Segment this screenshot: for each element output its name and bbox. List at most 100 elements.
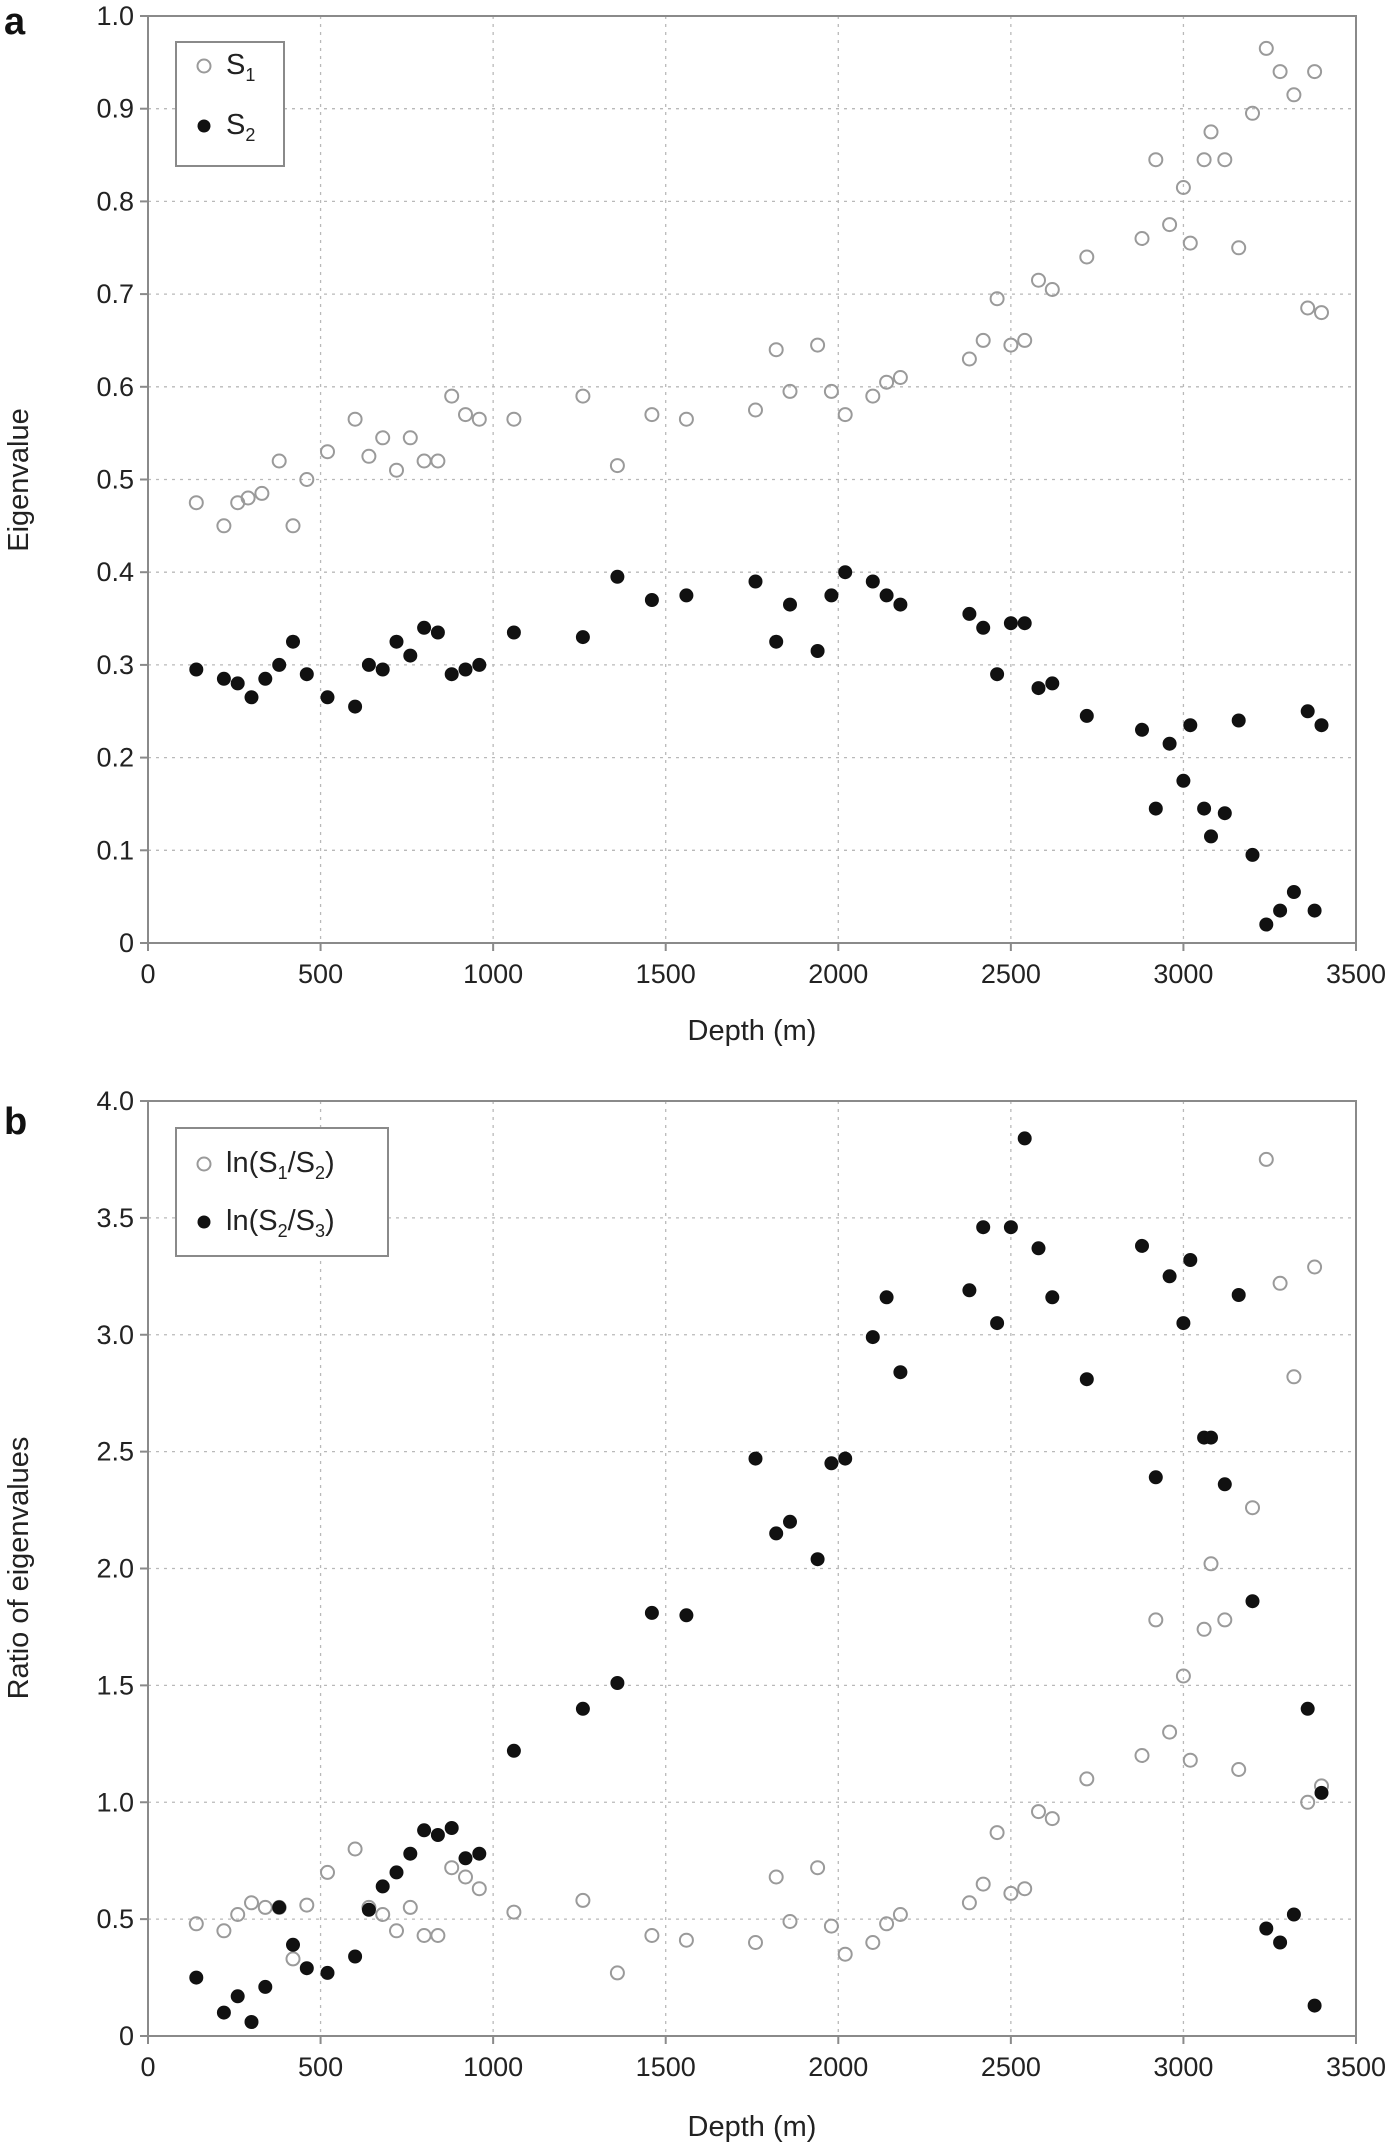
panel-a-series-2-point — [748, 574, 763, 589]
legend-subscript: 1 — [278, 1163, 288, 1183]
panel-a-series-1-point — [347, 411, 363, 427]
panel-b-series-1-point — [748, 1935, 763, 1950]
x-tick-label: 3000 — [1153, 2052, 1213, 2082]
panel-a-series-1-point — [1245, 105, 1260, 121]
panel-a-series-2-point — [1031, 681, 1046, 696]
panel-b-series-1-point — [1245, 1500, 1260, 1516]
x-tick-label: 2000 — [808, 2052, 868, 2082]
y-tick-label: 0.4 — [96, 557, 134, 587]
panel-b-series-2-point — [748, 1451, 763, 1466]
panel-a-series-1-point — [1017, 332, 1033, 348]
panel-a-series-2-point — [472, 657, 487, 672]
panel-a-series-1-point — [1182, 235, 1198, 251]
legend-filled-circle-marker — [197, 1215, 211, 1229]
panel-a-legend: S1 S2 — [175, 41, 285, 167]
panel-a-series-1-point — [1162, 217, 1178, 233]
x-tick-label: 0 — [140, 2052, 155, 2082]
panel-a-series-2-point — [962, 606, 977, 621]
panel-b-series-2-point — [361, 1902, 376, 1917]
panel-a-series-1-point — [1307, 64, 1323, 80]
x-tick-label: 3000 — [1153, 959, 1213, 989]
panel-b-series-2-point — [575, 1701, 590, 1716]
x-tick-label: 3500 — [1326, 959, 1386, 989]
legend-text-part: ln(S — [226, 1205, 278, 1237]
panel-b-series-2-point — [962, 1283, 977, 1298]
panel-b-series-1-point — [1003, 1885, 1019, 1901]
panel-b-legend-entry-1: ln(S1/S2) — [226, 1147, 335, 1183]
panel-a-series-1-point — [823, 383, 839, 399]
panel-b-series-2-point — [810, 1552, 825, 1567]
panel-a-series-1-point — [430, 453, 446, 469]
panel-a-series-1-point — [1203, 124, 1219, 140]
legend-filled-circle-marker — [197, 119, 211, 133]
panel-a-series-1-point — [1003, 337, 1019, 353]
y-tick-label: 0.8 — [96, 186, 134, 216]
panel-b-series-2-point — [1259, 1921, 1274, 1936]
panel-a-series-1-point — [1217, 152, 1233, 168]
panel-a-series-2-point — [458, 662, 473, 677]
y-tick-label: 3.0 — [96, 1320, 134, 1350]
panel-a-series-2-point — [1079, 708, 1094, 723]
panel-b-series-1-point — [644, 1928, 660, 1943]
y-tick-label: 3.5 — [96, 1203, 134, 1233]
legend-subscript: 2 — [278, 1221, 288, 1241]
panel-b-label: b — [4, 1101, 27, 1143]
panel-b-series-1-point — [678, 1932, 694, 1948]
panel-b-series-1-point — [975, 1876, 991, 1892]
panel-b-series-2-point — [610, 1676, 625, 1690]
legend-text-part: ) — [325, 1147, 335, 1179]
panel-b-series-1-point — [961, 1895, 977, 1911]
panel-a-grid — [148, 16, 1356, 943]
legend-entry-1-main: S — [226, 49, 245, 81]
panel-b-series-1-point — [347, 1841, 363, 1857]
x-tick-label: 2500 — [981, 959, 1041, 989]
panel-b-series-2-point — [1231, 1288, 1246, 1302]
panel-b-series-2-point — [286, 1937, 300, 1952]
panel-a-series-1-point — [361, 448, 377, 464]
panel-b-series-2-point — [893, 1365, 908, 1380]
y-tick-label: 2.0 — [96, 1554, 134, 1584]
panel-a-series-1-point — [1286, 87, 1302, 103]
legend-text-part: ) — [325, 1205, 335, 1237]
panel-b-series-1-point — [416, 1928, 432, 1943]
panel-a-series-1-point — [458, 407, 473, 423]
panel-b-series-2-point — [472, 1846, 487, 1861]
panel-b-legend: ln(S1/S2) ln(S2/S3) — [175, 1127, 389, 1257]
panel-a-legend-box — [175, 41, 285, 167]
panel-a-ticks: 0 500 1000 1500 2000 2500 3000 3500 0 0.1 0.2 0.3 0.… — [96, 1, 1386, 989]
panel-b-series-2-point — [1135, 1238, 1149, 1253]
panel-a-series-2-point — [1162, 736, 1177, 751]
panel-b-series-2-point — [1183, 1253, 1198, 1267]
panel-a-series-1-point — [768, 342, 784, 358]
panel-b-series-1-point — [837, 1946, 853, 1962]
panel-a-series-1-point — [1314, 305, 1329, 321]
panel-a-data-points — [188, 40, 1329, 932]
panel-a-series-1-point — [961, 351, 977, 367]
panel-b-series-2-point — [417, 1823, 432, 1838]
panel-a-series-2-point — [824, 588, 839, 603]
panel-a-series-2-point — [1307, 903, 1322, 918]
panel-b-series-2-point — [1314, 1785, 1329, 1800]
panel-b-series-1-point — [1272, 1275, 1288, 1291]
panel-b-series-1-point — [375, 1907, 391, 1922]
panel-b-series-1-point — [444, 1860, 460, 1876]
panel-a-series-2-point — [389, 634, 404, 649]
panel-b-series-1-point — [1162, 1724, 1178, 1740]
panel-b-series-2-point — [189, 1970, 204, 1985]
panel-a-series-2-point — [272, 657, 287, 672]
panel-a-series-1-point — [609, 458, 625, 474]
panel-a-series-1-point — [837, 407, 853, 423]
panel-a-series-1-point — [989, 291, 1005, 307]
panel-a-series-2-point — [444, 667, 459, 682]
panel-b-series-1-point — [609, 1965, 625, 1981]
panel-a-series-2-point — [1231, 713, 1246, 728]
panel-b-series-1-point — [1217, 1612, 1233, 1628]
panel-b-series-1-point — [430, 1928, 446, 1943]
panel-b-series-2-point — [348, 1949, 363, 1964]
panel-a-x-axis-title: Depth (m) — [688, 1015, 817, 1047]
panel-a-legend-entry-1: S1 — [226, 49, 255, 85]
panel-a-series-2-point — [838, 565, 853, 580]
panel-a-series-2-point — [1017, 616, 1032, 631]
panel-b-series-1-point — [1182, 1752, 1198, 1768]
